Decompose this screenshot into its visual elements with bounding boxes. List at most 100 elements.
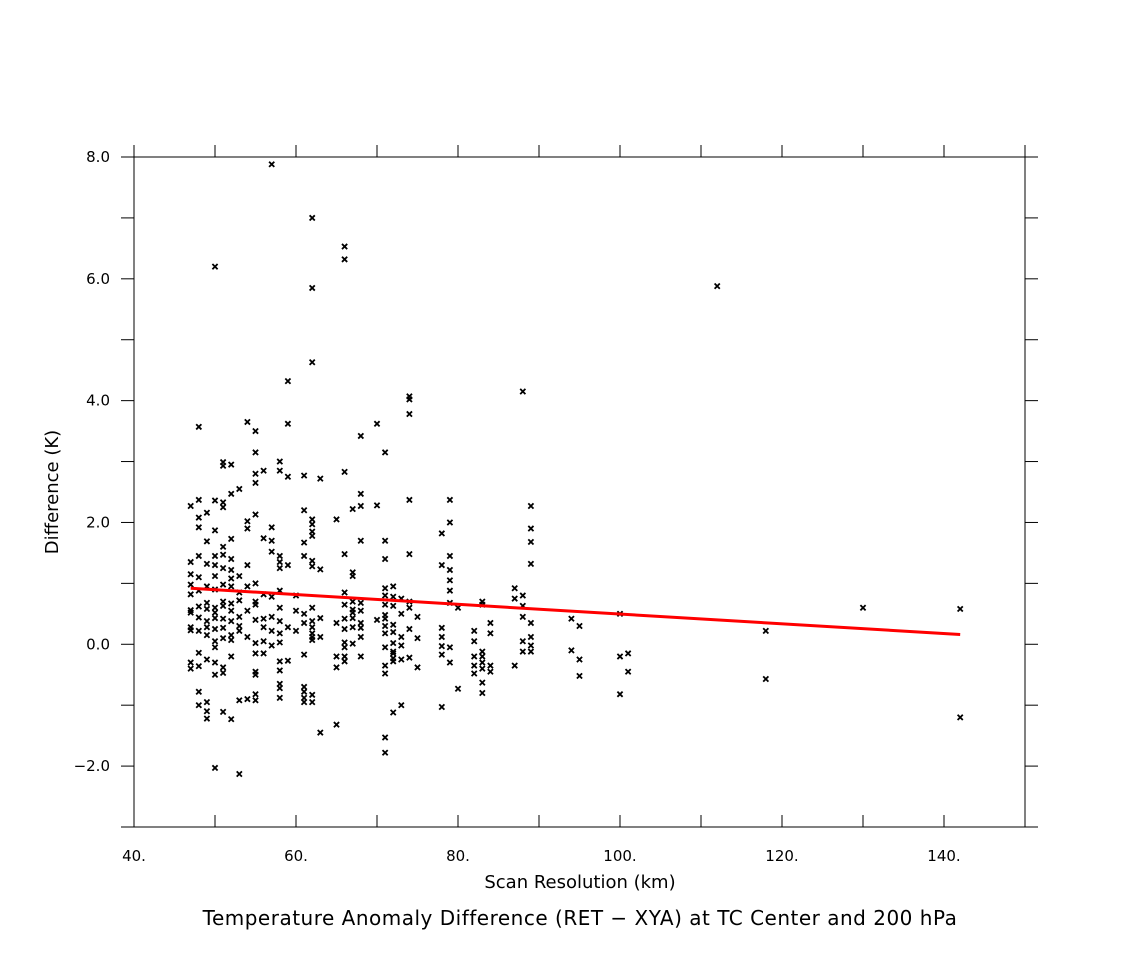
data-point (211, 614, 219, 622)
data-point (616, 653, 624, 660)
data-point (308, 516, 316, 523)
data-point (479, 689, 486, 697)
data-point (381, 734, 389, 741)
data-point (438, 703, 446, 711)
data-point (446, 496, 454, 504)
data-point (252, 616, 259, 624)
data-point (438, 624, 446, 632)
data-point (527, 648, 535, 655)
data-point (252, 697, 259, 704)
data-point (195, 603, 203, 610)
data-point (268, 524, 275, 531)
data-point (479, 665, 486, 672)
data-point (349, 640, 356, 647)
data-point (236, 627, 243, 635)
data-point (349, 614, 356, 622)
data-point (219, 543, 227, 551)
data-point (211, 552, 219, 560)
data-point (341, 243, 348, 250)
data-point (211, 625, 219, 633)
data-point (389, 593, 397, 601)
data-point (308, 691, 316, 699)
y-tick-label: 2.0 (86, 513, 110, 531)
data-point (487, 630, 494, 637)
data-point (227, 555, 235, 563)
data-point (203, 715, 211, 722)
data-point (308, 604, 316, 611)
data-point (244, 418, 251, 426)
data-point (300, 651, 308, 658)
data-point (236, 697, 243, 704)
data-point (252, 479, 259, 487)
data-point (341, 658, 348, 665)
data-point (236, 597, 243, 604)
data-point (219, 503, 227, 511)
x-tick-label: 120. (765, 847, 798, 865)
data-point (276, 617, 284, 625)
data-point (479, 679, 486, 686)
data-point (252, 580, 259, 587)
data-point (236, 622, 243, 630)
data-point (260, 535, 267, 542)
data-point (406, 496, 413, 504)
data-point (762, 675, 770, 683)
data-point (446, 566, 454, 574)
data-point (187, 591, 194, 598)
data-point (219, 634, 227, 642)
data-point (381, 615, 389, 622)
data-point (389, 639, 397, 647)
data-point (187, 665, 194, 672)
data-point (389, 583, 397, 590)
data-point (211, 572, 219, 580)
data-point (268, 161, 275, 168)
data-point (713, 282, 721, 290)
data-point (357, 502, 365, 510)
data-point (357, 490, 365, 498)
data-point (187, 570, 194, 578)
data-point (398, 633, 405, 641)
data-point (276, 639, 284, 646)
data-point (406, 410, 413, 418)
data-point (414, 634, 421, 642)
data-point (219, 664, 227, 671)
data-point (195, 649, 203, 657)
data-point (527, 502, 535, 510)
data-point (276, 630, 284, 637)
data-point (446, 519, 454, 526)
data-point (341, 468, 348, 476)
data-point (227, 566, 235, 574)
data-point (568, 647, 575, 654)
data-point (227, 583, 235, 590)
data-point (381, 670, 389, 677)
data-point (260, 467, 267, 474)
data-point (195, 496, 203, 504)
data-point (195, 627, 203, 635)
data-point (195, 514, 203, 521)
data-point (341, 653, 348, 660)
data-point (227, 490, 235, 498)
data-point (203, 617, 211, 625)
data-point (389, 628, 397, 636)
data-point (300, 539, 308, 546)
data-point (260, 637, 267, 645)
data-point (406, 550, 413, 558)
data-point (624, 668, 632, 675)
data-point (470, 637, 478, 645)
data-point (308, 284, 316, 292)
data-point (276, 658, 284, 665)
data-point (227, 535, 235, 543)
data-point (381, 537, 389, 544)
data-point (252, 639, 259, 647)
data-point (406, 604, 413, 611)
data-point (227, 600, 235, 607)
data-point (479, 659, 486, 666)
data-point (268, 548, 275, 555)
data-point (357, 619, 365, 627)
data-point (300, 472, 308, 479)
x-tick-label: 140. (927, 847, 960, 865)
data-point (252, 601, 259, 608)
data-point (349, 623, 356, 631)
data-point (470, 670, 478, 677)
data-point (859, 604, 867, 611)
